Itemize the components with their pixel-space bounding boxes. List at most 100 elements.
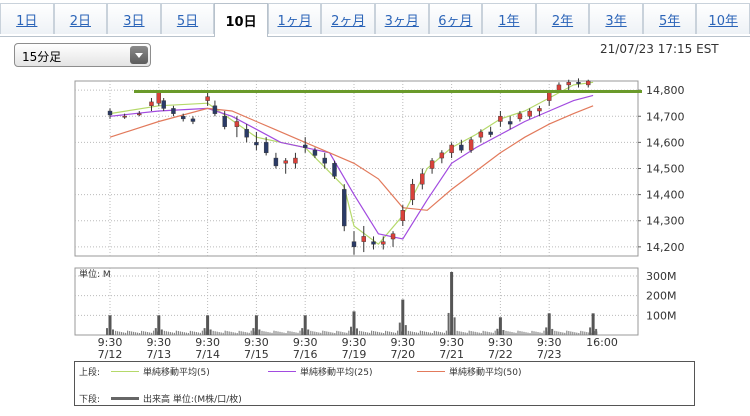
volume-bar <box>582 331 584 335</box>
volume-bar <box>431 333 433 335</box>
tab-6[interactable]: 2ヶ月 <box>321 3 375 34</box>
volume-panel <box>74 267 639 336</box>
interval-select[interactable]: 15分足 <box>14 43 151 67</box>
tab-0[interactable]: 1日 <box>0 3 54 34</box>
volume-bar <box>578 333 580 335</box>
legend-label: 単純移動平均(5) <box>143 368 210 378</box>
y-tick-label: 14,500 <box>646 163 685 176</box>
volume-bar <box>391 332 393 335</box>
tab-5[interactable]: 1ヶ月 <box>267 3 322 34</box>
tab-11[interactable]: 3年 <box>589 3 643 34</box>
tab-8[interactable]: 6ヶ月 <box>428 3 483 34</box>
candle <box>566 82 571 86</box>
volume-bar <box>421 331 423 335</box>
volume-bar <box>547 313 551 335</box>
volume-bar <box>377 331 379 335</box>
volume-bar <box>433 330 435 335</box>
volume-bar <box>171 332 173 335</box>
volume-bar <box>439 332 441 335</box>
volume-bar <box>572 331 574 335</box>
volume-bar <box>165 331 167 335</box>
tab-9[interactable]: 1年 <box>482 3 536 34</box>
volume-bar <box>533 331 535 335</box>
volume-bar <box>367 332 369 335</box>
volume-bar <box>238 330 240 335</box>
volume-tick-label: 200M <box>646 290 677 303</box>
tab-3[interactable]: 5日 <box>160 3 215 34</box>
volume-bar <box>183 332 185 335</box>
volume-bar <box>507 331 509 335</box>
volume-bar <box>545 327 548 335</box>
legend-lower-label: 下段: <box>79 395 101 405</box>
volume-bar <box>429 332 431 335</box>
volume-bar <box>191 331 193 335</box>
volume-bar <box>484 331 486 335</box>
candle <box>137 113 142 116</box>
legend-upper-label: 上段: <box>79 368 101 378</box>
volume-bar <box>468 330 470 335</box>
volume-bar <box>566 330 568 335</box>
y-tick-label: 14,700 <box>646 110 685 123</box>
volume-tick-label: 300M <box>646 270 677 283</box>
candle <box>332 163 337 177</box>
volume-bar <box>338 331 340 335</box>
volume-bar <box>476 332 478 335</box>
volume-bar <box>423 331 425 335</box>
volume-bar <box>450 272 454 335</box>
volume-bar <box>173 332 175 335</box>
tab-1[interactable]: 2日 <box>53 3 108 34</box>
volume-bar <box>586 332 588 335</box>
volume-bar <box>135 332 137 335</box>
volume-bar <box>206 315 210 335</box>
volume-bar <box>119 331 121 335</box>
volume-bar <box>435 331 437 335</box>
volume-bar <box>529 333 531 335</box>
candle <box>273 157 279 167</box>
candle <box>161 100 166 109</box>
tab-10[interactable]: 2年 <box>535 3 590 34</box>
tab-13[interactable]: 10年 <box>696 3 750 34</box>
volume-bar <box>344 332 346 335</box>
candle <box>122 116 127 118</box>
candle <box>420 173 425 185</box>
volume-bar <box>197 332 199 335</box>
x-tick-time: 9:30 <box>390 336 415 349</box>
tab-2[interactable]: 3日 <box>107 3 161 34</box>
volume-bar <box>340 331 342 335</box>
volume-bar <box>291 331 293 335</box>
x-tick-date: 7/19 <box>342 348 367 360</box>
volume-bar <box>326 331 328 335</box>
volume-bar <box>464 332 466 335</box>
legend-label: 単純移動平均(50) <box>449 368 522 378</box>
volume-bar <box>411 331 413 335</box>
volume-bar <box>515 332 517 335</box>
volume-bar <box>425 331 427 335</box>
chevron-down-icon[interactable] <box>130 46 148 64</box>
x-tick-date: 7/22 <box>488 348 513 360</box>
volume-bar <box>242 331 244 335</box>
volume-bar <box>595 328 598 335</box>
volume-bar <box>389 331 391 335</box>
tab-4[interactable]: 10日 <box>214 3 268 37</box>
candle <box>293 157 298 164</box>
candle <box>488 131 493 135</box>
x-tick-date: 7/15 <box>244 348 269 360</box>
volume-bar <box>398 322 401 335</box>
candle <box>459 144 464 151</box>
volume-bar <box>248 332 250 335</box>
volume-bar <box>336 330 338 335</box>
y-tick-label: 14,400 <box>646 189 685 202</box>
x-tick-time: 9:30 <box>488 336 513 349</box>
volume-bar <box>447 312 450 335</box>
tab-12[interactable]: 5年 <box>642 3 697 34</box>
volume-bar <box>462 332 464 335</box>
legend-swatch <box>417 371 445 372</box>
candle <box>537 108 542 112</box>
volume-bar <box>478 332 480 335</box>
tab-7[interactable]: 3ヶ月 <box>375 3 429 34</box>
volume-tick-label: 100M <box>646 309 677 322</box>
volume-bar <box>220 332 222 335</box>
volume-bar <box>332 332 334 335</box>
volume-bar <box>482 330 484 335</box>
volume-bar <box>509 331 511 335</box>
